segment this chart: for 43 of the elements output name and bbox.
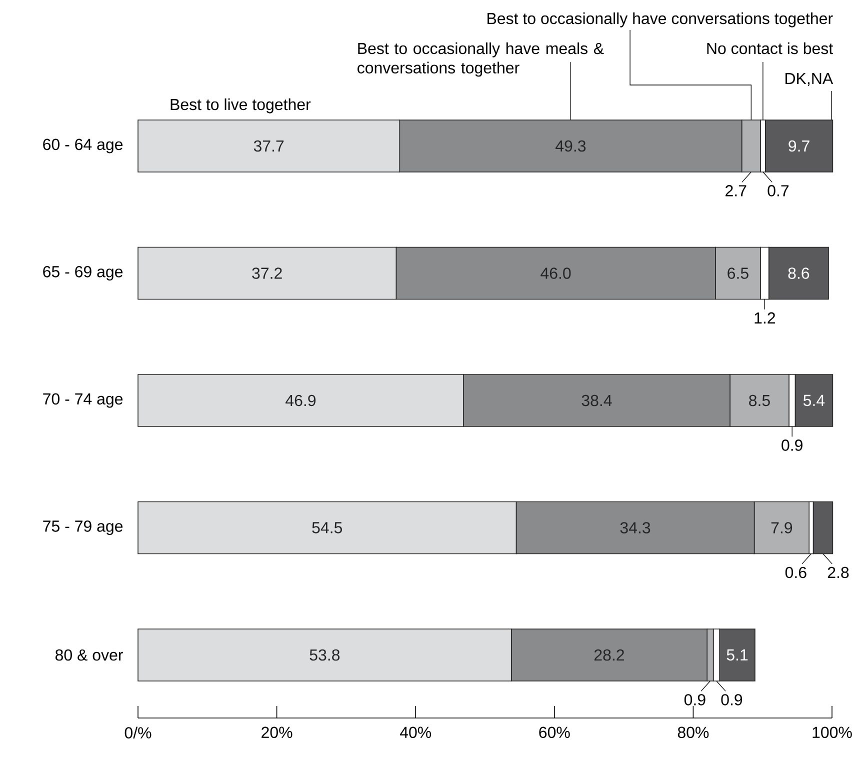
y-tick-label: 70 - 74 age: [43, 393, 123, 408]
data-label: 9.7: [788, 140, 810, 152]
text: Best to occasionally have conversations together: [488, 12, 833, 28]
x-tick-label: 60%: [539, 726, 570, 738]
data-label: 53.8: [310, 649, 340, 661]
data-label: 5.1: [726, 649, 748, 661]
data-label: 7.9: [771, 522, 792, 534]
data-label: 2.7: [726, 185, 746, 196]
data-label: 49.3: [556, 140, 586, 152]
data-label: 5.4: [803, 394, 825, 406]
data-label: 46.9: [286, 394, 316, 406]
bar: [812, 501, 834, 554]
text: No contact is best: [707, 42, 833, 54]
data-label: 2.8: [828, 566, 849, 578]
x-tick-label: 40%: [400, 726, 432, 738]
data-label: 46.0: [540, 268, 571, 279]
data-label: 37.2: [252, 268, 282, 279]
x-tick-label: 0/%: [124, 726, 152, 738]
x-tick-label: 20%: [262, 726, 292, 738]
text: Best to occasionally have meals & conversations together: [358, 42, 604, 77]
text: DK,NA: [786, 73, 834, 86]
x-tick-label: 100%: [812, 726, 852, 738]
data-label: 0.7: [768, 185, 789, 196]
data-label: 1.2: [754, 312, 775, 324]
data-label: 54.5: [312, 522, 342, 534]
y-tick-label: 75 - 79 age: [43, 520, 123, 536]
y-tick-label: 65 - 69 age: [43, 266, 123, 281]
data-label: 0.9: [721, 694, 742, 706]
series-label: Best to live together: [170, 98, 311, 114]
data-label: 8.5: [749, 394, 770, 406]
x-tick-label: 80%: [678, 726, 709, 738]
data-label: 37.7: [254, 140, 284, 152]
data-label: 0.9: [684, 694, 706, 706]
data-label: 0.6: [785, 566, 806, 578]
y-tick-label: 80 & over: [55, 649, 123, 661]
y-tick-label: 60 - 64 age: [43, 138, 123, 154]
data-label: 28.2: [594, 649, 624, 661]
data-label: 34.3: [620, 522, 650, 534]
data-label: 8.6: [788, 268, 810, 279]
data-label: 38.4: [582, 394, 612, 406]
bar: [764, 120, 834, 172]
data-label: 0.9: [782, 440, 802, 451]
data-label: 6.5: [728, 268, 748, 279]
